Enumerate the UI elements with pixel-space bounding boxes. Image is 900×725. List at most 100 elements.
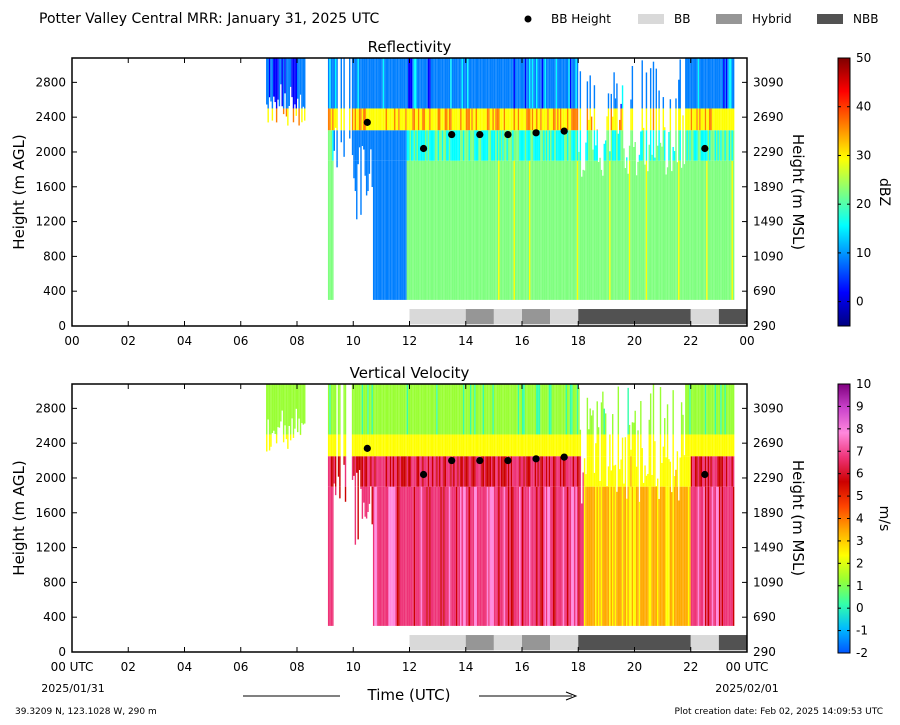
x-tick-label: 06: [233, 660, 248, 674]
x-tick-label: 00: [739, 334, 754, 348]
x-tick-label: 20: [627, 660, 642, 674]
y-tick-label: 2400: [35, 436, 66, 450]
y-right-tick-label: 1890: [753, 506, 784, 520]
colorbar-tick-label: 1: [856, 579, 864, 593]
y-tick-label: 2400: [35, 110, 66, 124]
colorbar-tick-label: 7: [856, 444, 864, 458]
y-right-tick-label: 1890: [753, 180, 784, 194]
colorbar-label: dBZ: [876, 178, 892, 206]
bb-classification-strip: [409, 635, 747, 651]
x-axis: 00 02 04 06 08 10 12 14 16 18 20 22 00: [64, 58, 755, 348]
x-tick-label: 10: [346, 334, 361, 348]
x-tick-label: 14: [458, 660, 473, 674]
y-axis-right-label: Height (m MSL): [789, 134, 807, 250]
x-tick-label: 04: [177, 334, 192, 348]
y-tick-label: 0: [58, 319, 66, 333]
y-right-tick-label: 1090: [753, 575, 784, 589]
bb-height-point: [419, 144, 428, 153]
y-axis-label: Height (m AGL): [10, 460, 28, 575]
colorbar-tick-label: 8: [856, 422, 864, 436]
x-tick-label: 02: [121, 660, 136, 674]
x-tick-label: 22: [683, 334, 698, 348]
colorbar-tick-label: 3: [856, 534, 864, 548]
y-tick-label: 2000: [35, 145, 66, 159]
colorbar-tick-label: 9: [856, 399, 864, 413]
x-tick-label: 16: [514, 334, 529, 348]
colorbar-tick-label: 10: [856, 377, 871, 391]
x-axis: 00 UTC 02 04 06 08 10 12 14 16 18 20 22 00 UTC: [51, 384, 768, 674]
legend-item: Hybrid: [716, 12, 792, 26]
bb-height-point: [448, 456, 456, 465]
bb-height-point: [701, 144, 709, 153]
y-tick-label: 2800: [35, 75, 66, 89]
bb-height-point: [504, 456, 512, 465]
y-tick-label: 800: [43, 249, 66, 263]
x-tick-label: 00 UTC: [51, 660, 94, 674]
y-right-tick-label: 1490: [753, 215, 784, 229]
bb-height-point: [532, 129, 540, 137]
y-tick-label: 1600: [35, 506, 66, 520]
x-tick-label: 12: [402, 334, 417, 348]
y-right-tick-label: 290: [753, 645, 776, 659]
x-tick-label: 12: [402, 660, 417, 674]
legend-label: BB Height: [551, 12, 611, 26]
y-axis-right: 290 690 1090 1490 1890 2290 2690 3090 Height (m …: [742, 75, 807, 333]
x-tick-label: 04: [177, 660, 192, 674]
footer-creation-date: Plot creation date: Feb 02, 2025 14:09:5…: [675, 707, 883, 717]
colorbar-tick-label: -2: [856, 646, 868, 660]
x-end-date: 2025/02/01: [715, 682, 778, 695]
bb-height-point: [476, 456, 484, 465]
colorbar: -2 -1 0 1 2 3 4 5 6 7 8 9 10 m/s: [837, 377, 892, 660]
bb-class-segment: [718, 635, 747, 651]
y-tick-label: 1200: [35, 215, 66, 229]
y-right-tick-label: 690: [753, 284, 776, 298]
time-arrow-right: [479, 691, 578, 701]
bb-height-point: [448, 130, 456, 139]
x-tick-label: 00: [64, 334, 79, 348]
legend-label: BB: [674, 12, 690, 26]
y-right-tick-label: 1490: [753, 541, 784, 555]
legend-label: NBB: [853, 12, 878, 26]
bb-class-segment: [465, 309, 494, 325]
y-right-tick-label: 1090: [753, 249, 784, 263]
x-tick-label: 18: [571, 660, 586, 674]
legend-swatch: [817, 14, 843, 24]
bb-height-point: [476, 130, 484, 139]
bb-height-point: [560, 453, 568, 461]
legend-item: NBB: [817, 12, 878, 26]
footer-location: 39.3209 N, 123.1028 W, 290 m: [15, 707, 157, 717]
x-tick-label: 08: [289, 660, 304, 674]
figure-title: Potter Valley Central MRR: January 31, 2…: [39, 11, 379, 27]
y-tick-label: 2000: [35, 471, 66, 485]
panel-title: Reflectivity: [368, 38, 452, 56]
colorbar-label: m/s: [876, 506, 892, 532]
x-tick-label: 14: [458, 334, 473, 348]
y-axis-left: 0 400 800 1200 1600 2000 2400 2800 Height (m AGL…: [10, 75, 77, 333]
bb-classification-strip: [409, 309, 747, 325]
y-right-tick-label: 2290: [753, 471, 784, 485]
bb-class-segment: [465, 635, 494, 651]
heatmap-field: [266, 384, 735, 626]
bb-height-point: [363, 118, 371, 126]
y-tick-label: 400: [43, 610, 66, 624]
x-tick-label: 20: [627, 334, 642, 348]
bb-class-segment: [690, 635, 719, 651]
x-tick-label: 18: [571, 334, 586, 348]
heatmap-field: [266, 58, 735, 300]
colorbar: 0 10 20 30 40 50 dBZ: [837, 51, 892, 327]
y-tick-label: 400: [43, 284, 66, 298]
legend-item: BB: [638, 12, 690, 26]
x-tick-label: 08: [289, 334, 304, 348]
bb-class-segment: [493, 309, 522, 325]
y-axis-right: 290 690 1090 1490 1890 2290 2690 3090 Height (m …: [742, 401, 807, 659]
bb-class-segment: [690, 309, 719, 325]
x-tick-label: 02: [121, 334, 136, 348]
bb-class-segment: [550, 635, 579, 651]
y-right-tick-label: 3090: [753, 75, 784, 89]
y-tick-label: 1200: [35, 541, 66, 555]
y-tick-label: 2800: [35, 401, 66, 415]
y-tick-label: 1600: [35, 180, 66, 194]
y-axis-right-label: Height (m MSL): [789, 460, 807, 576]
bb-class-segment: [578, 309, 691, 325]
